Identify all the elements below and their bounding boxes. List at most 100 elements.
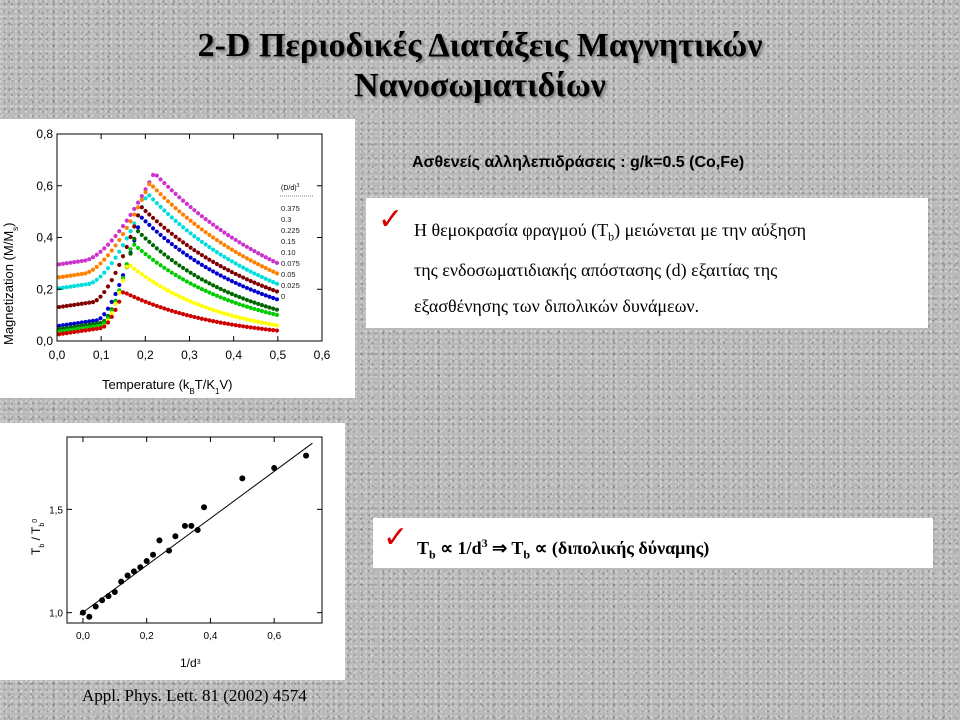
chart1-point-0.3 [252,260,257,265]
chart1-point-0.3 [109,248,114,253]
chart1-point-0.15 [207,257,212,262]
chart1-point-0.225 [218,252,223,257]
chart1-point-0.025 [117,290,122,295]
chart1-point-0.15 [79,301,84,306]
chart1-point-0.10 [267,294,272,299]
chart1-point-0.025 [143,274,148,280]
chart1-point-0.05 [256,307,261,313]
chart1-point-0.3 [57,275,62,280]
chart1-point-0.225 [184,228,189,233]
chart1-point-0.3 [248,258,253,263]
chart2-point [150,551,157,558]
chart1-xtick-label: 0,6 [314,348,331,362]
chart1-point-0.025 [237,315,242,320]
chart1-point-0.025 [226,312,231,317]
chart1-point-0.10 [226,277,231,282]
chart1-point-0.10 [90,318,96,323]
chart1-point-0.3 [229,247,234,252]
chart1-point-0.075 [154,246,159,251]
chart1-point-0 [229,322,234,327]
chart1-point-0.225 [259,274,265,280]
chart1-point-0.375 [83,258,88,263]
chart1-point-0.10 [150,226,156,231]
chart1-point-0.10 [94,318,99,323]
chart1-point-0.15 [274,289,280,294]
chart1-point-0.025 [132,266,137,271]
chart1-point-0.375 [256,251,261,256]
chart1-point-0.05 [199,287,204,292]
chart1-point-0 [75,329,81,334]
chart1-point-0.225 [87,281,92,286]
chart1-point-0.3 [105,253,111,258]
chart1-point-0.15 [90,299,96,305]
chart1-point-0.375 [154,173,159,178]
chart1-point-0.10 [79,320,84,325]
chart2-xtick-label: 0,6 [267,631,281,642]
chart1-point-0.10 [214,271,219,276]
chart1-point-0.3 [233,249,238,255]
chart1-point-0.15 [256,282,261,287]
chart1-point-0.375 [60,261,66,266]
chart1-point-0.375 [162,181,167,186]
chart1-point-0.375 [199,214,204,219]
chart1-point-0.075 [192,272,197,278]
chart1-point-0 [128,293,133,298]
chart1-point-0.025 [259,320,265,325]
chart1-point-0.225 [75,283,81,288]
chart1-point-0.375 [165,184,171,189]
chart1-point-0.15 [180,240,186,245]
chart1-point-0.05 [218,295,223,300]
chart1-point-0.05 [128,247,133,252]
chart1-point-0 [259,326,265,331]
chart1-point-0.10 [68,322,73,327]
chart1-point-0.375 [180,198,186,203]
magnetization-chart: 0,0 0,1 0,2 0,3 0,4 0,5 0,6 0,0 0,2 0,4 0,6 0,8 Tem… [0,119,355,398]
chart1-point-0.225 [90,280,96,285]
chart1-point-0.025 [158,284,163,289]
chart1-point-0.10 [180,250,186,255]
chart1-point-0.225 [180,225,186,230]
chart1-point-0.15 [173,234,178,239]
bullet-box-proportionality: ✓ Tb ∝ 1/d3 ⇒ Tb ∝ (διπολικής δύναμης) [373,518,933,568]
chart1-point-0.15 [102,289,107,295]
chart1-point-0.3 [218,240,223,245]
chart1-point-0.225 [248,269,253,274]
chart1-point-0 [169,308,174,313]
chart1-point-0.075 [158,249,163,254]
chart1-point-0.225 [173,218,178,223]
chart1-point-0.375 [214,225,219,230]
chart1-point-0.3 [64,274,69,279]
chart1-point-0.15 [98,294,103,299]
chart1-point-0.225 [143,196,148,201]
chart1-point-0.375 [75,259,81,264]
chart1-point-0.075 [150,243,156,248]
chart1-point-0.375 [72,260,77,265]
chart1-legend-entry: 0.10 [281,248,296,257]
chart2-xtick-label: 0,2 [140,631,154,642]
chart1-point-0.075 [241,296,246,301]
chart1-point-0.225 [274,281,280,286]
chart1-point-0.375 [222,230,227,235]
chart1-point-0 [150,302,156,307]
chart1-point-0.05 [139,248,144,254]
chart1-point-0.10 [233,280,238,286]
chart2-point [124,572,131,579]
chart2-point [137,564,144,571]
chart1-point-0.3 [165,199,171,204]
chart1-point-0.10 [229,279,234,284]
chart2-point [303,452,310,459]
chart1-point-0.15 [237,273,242,278]
chart1-point-0.225 [241,265,246,270]
chart1-point-0.025 [173,292,178,297]
chart1-point-0.075 [199,277,204,282]
chart2-point [86,613,93,620]
chart1-point-0.225 [128,229,133,234]
chart1-point-0 [87,327,92,332]
chart1-point-0.225 [98,274,103,279]
chart1-point-0 [105,320,111,325]
chart1-point-0.05 [274,312,280,318]
chart1-point-0.375 [158,177,163,182]
chart1-point-0 [214,319,219,324]
chart1-point-0.025 [199,303,204,309]
chart1-ytick-label: 0,6 [36,179,53,193]
